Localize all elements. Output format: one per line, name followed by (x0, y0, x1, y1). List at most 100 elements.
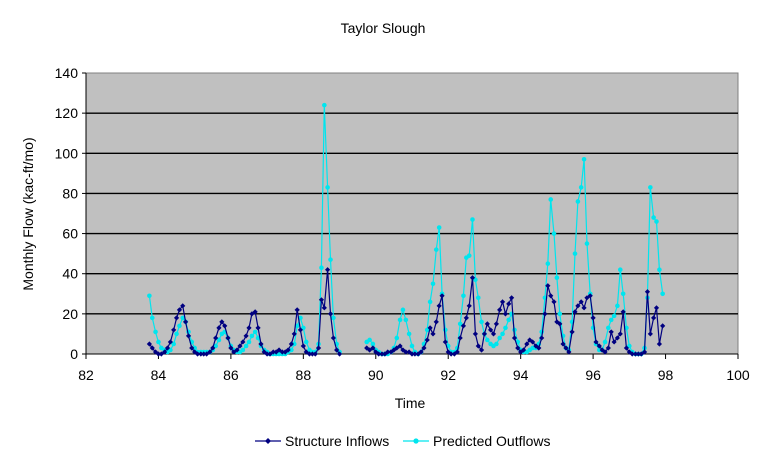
data-point-structure-inflows (569, 329, 575, 335)
data-point-structure-inflows (216, 325, 222, 331)
gridlines (86, 112, 738, 315)
data-point-structure-inflows (436, 303, 442, 309)
x-tick-label: 90 (368, 367, 384, 383)
data-point-predicted-outflows (548, 197, 554, 202)
data-point-predicted-outflows (436, 225, 442, 230)
data-point-predicted-outflows (427, 299, 433, 305)
data-point-predicted-outflows (400, 307, 406, 313)
data-point-predicted-outflows (506, 317, 512, 323)
data-point-structure-inflows (421, 345, 427, 351)
data-point-structure-inflows (270, 349, 276, 355)
data-point-structure-inflows (291, 331, 297, 337)
data-point-structure-inflows (629, 351, 635, 357)
data-point-predicted-outflows (294, 323, 300, 329)
data-point-predicted-outflows (370, 341, 376, 347)
data-point-structure-inflows (204, 351, 210, 357)
data-point-structure-inflows (173, 315, 180, 321)
data-point-structure-inflows (463, 315, 469, 321)
data-point-predicted-outflows (424, 327, 430, 333)
data-point-predicted-outflows (615, 303, 620, 309)
data-point-structure-inflows (442, 339, 448, 345)
data-point-predicted-outflows (153, 329, 158, 335)
data-point-structure-inflows (590, 315, 596, 321)
data-point-predicted-outflows (394, 335, 400, 341)
data-point-structure-inflows (312, 351, 318, 357)
data-point-structure-inflows (255, 325, 261, 331)
data-point-predicted-outflows (497, 335, 502, 341)
data-point-structure-inflows (551, 299, 557, 305)
data-point-structure-inflows (252, 309, 258, 315)
data-point-structure-inflows (493, 321, 499, 327)
data-point-predicted-outflows (397, 317, 403, 323)
data-point-structure-inflows (475, 343, 481, 349)
x-axis-ticks: 82 84 86 88 90 92 94 96 98 100 (78, 353, 750, 383)
x-tick-label: 94 (513, 367, 529, 383)
data-point-structure-inflows (608, 329, 614, 335)
series-structure-inflows (146, 267, 666, 357)
data-point-predicted-outflows (657, 267, 662, 273)
data-point-structure-inflows (653, 305, 660, 311)
data-point-structure-inflows (249, 311, 255, 317)
data-point-structure-inflows (515, 345, 521, 351)
data-point-structure-inflows (189, 345, 195, 351)
data-point-structure-inflows (611, 339, 617, 345)
data-point-structure-inflows (228, 345, 234, 351)
data-point-predicted-outflows (149, 315, 155, 321)
data-point-structure-inflows (222, 323, 228, 329)
data-point-predicted-outflows (461, 293, 466, 299)
data-point-predicted-outflows (660, 291, 665, 297)
data-point-structure-inflows (454, 349, 460, 355)
data-point-structure-inflows (605, 345, 611, 351)
data-point-structure-inflows (502, 311, 509, 317)
data-point-predicted-outflows (443, 327, 448, 333)
data-point-structure-inflows (448, 351, 454, 357)
data-point-structure-inflows (164, 345, 171, 351)
x-axis-label: Time (395, 395, 426, 411)
data-point-structure-inflows (635, 351, 641, 357)
data-point-predicted-outflows (617, 267, 623, 273)
data-point-predicted-outflows (503, 325, 508, 331)
data-point-predicted-outflows (174, 331, 179, 337)
plot-area (85, 72, 739, 355)
data-point-structure-inflows (593, 339, 599, 345)
data-point-structure-inflows (581, 305, 587, 311)
data-point-structure-inflows (167, 339, 173, 345)
data-point-structure-inflows (276, 347, 282, 353)
data-point-structure-inflows (379, 351, 385, 357)
data-point-structure-inflows (660, 323, 666, 329)
data-point-structure-inflows (614, 335, 620, 341)
data-point-structure-inflows (201, 351, 207, 357)
data-point-predicted-outflows (192, 345, 197, 351)
data-point-structure-inflows (409, 351, 415, 357)
data-point-structure-inflows (497, 307, 503, 313)
data-point-predicted-outflows (147, 293, 152, 299)
legend-item-structure-inflows: Structure Inflows (255, 433, 389, 449)
data-point-predicted-outflows (620, 291, 626, 297)
x-tick-label: 82 (78, 367, 94, 383)
data-point-structure-inflows (481, 331, 488, 337)
data-point-structure-inflows (279, 349, 285, 355)
data-point-structure-inflows (327, 311, 334, 317)
data-point-predicted-outflows (584, 241, 590, 246)
data-point-structure-inflows (219, 319, 225, 325)
data-point-structure-inflows (158, 351, 164, 357)
y-axis-ticks: 0 20 40 60 80 100 120 140 (55, 65, 87, 362)
data-point-structure-inflows (584, 295, 590, 301)
data-point-structure-inflows (325, 267, 331, 273)
data-point-structure-inflows (548, 293, 554, 299)
data-point-predicted-outflows (530, 345, 535, 351)
data-point-structure-inflows (656, 341, 662, 347)
data-point-structure-inflows (297, 327, 304, 333)
data-point-predicted-outflows (171, 341, 176, 347)
y-tick-label: 0 (70, 346, 78, 362)
data-point-structure-inflows (231, 349, 237, 355)
data-point-structure-inflows (488, 327, 494, 333)
data-point-predicted-outflows (328, 257, 333, 262)
data-point-structure-inflows (321, 305, 327, 311)
data-point-structure-inflows (520, 347, 527, 353)
data-point-structure-inflows (644, 289, 651, 295)
data-point-structure-inflows (397, 343, 403, 349)
data-point-predicted-outflows (602, 339, 608, 345)
data-point-structure-inflows (509, 295, 515, 301)
data-point-structure-inflows (225, 335, 231, 341)
